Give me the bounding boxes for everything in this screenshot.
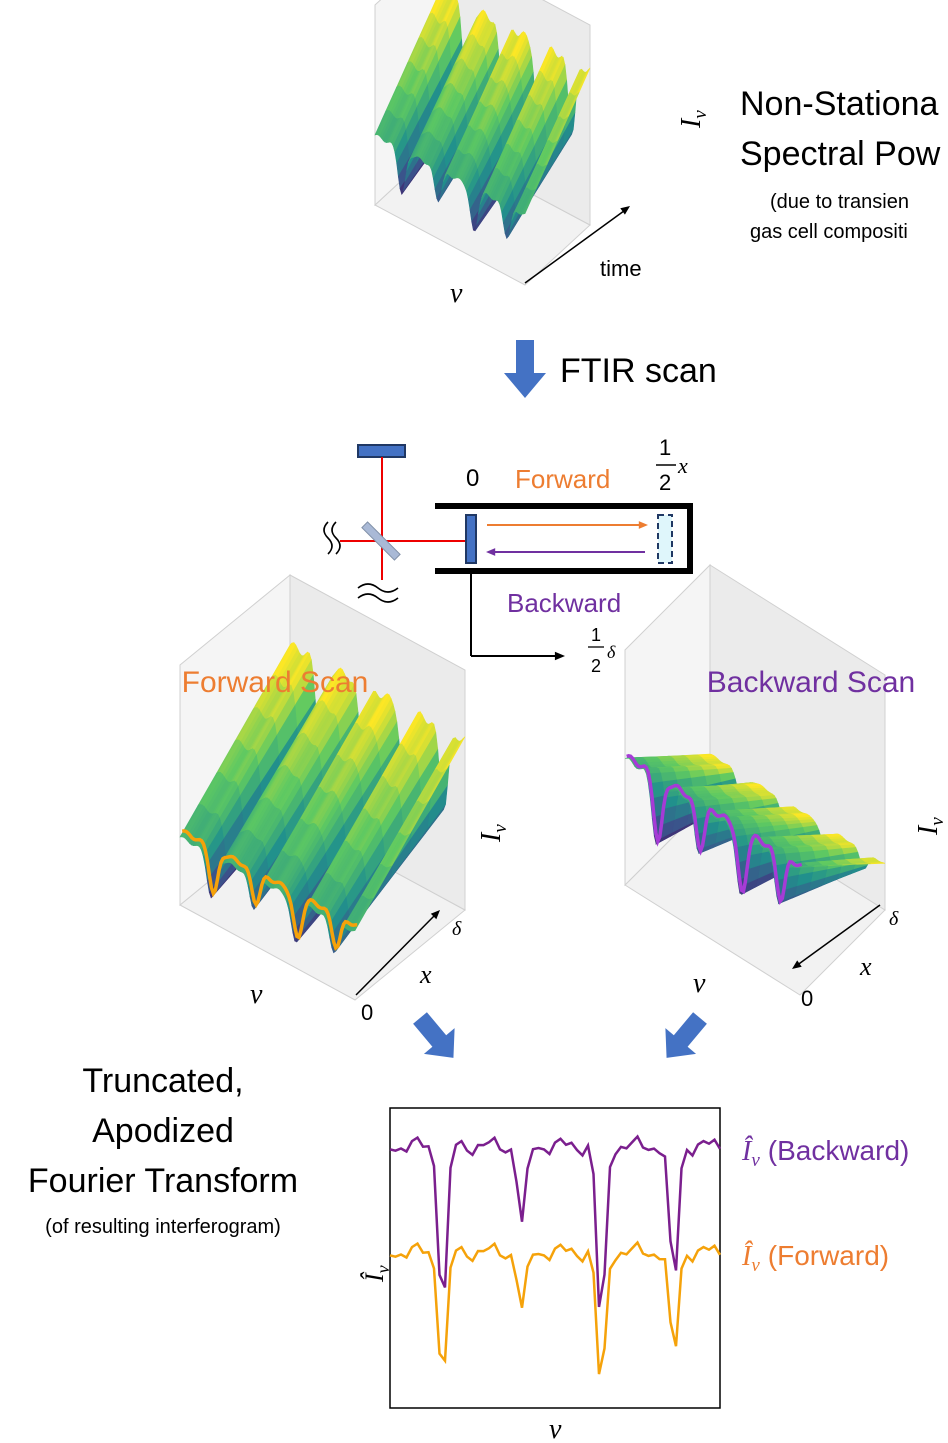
subscript: ν xyxy=(927,817,948,826)
legend-label: (Backward) xyxy=(768,1135,910,1166)
fraction-var: x xyxy=(677,453,688,478)
direction-label: Forward xyxy=(515,464,610,494)
title-line: Non-Stationa xyxy=(740,85,939,123)
axis-label: δ xyxy=(889,908,899,930)
subscript: ν xyxy=(690,110,711,119)
flow-arrow xyxy=(405,1005,469,1071)
flow-arrow xyxy=(504,340,546,398)
axis-label: Iν xyxy=(913,817,948,836)
arrow-head xyxy=(555,652,565,661)
fraction-den: 2 xyxy=(659,470,671,495)
note-line: (due to transien xyxy=(770,191,909,213)
axis-label: ν xyxy=(450,278,463,309)
axis-label: x xyxy=(419,960,432,989)
subscript: ν xyxy=(373,1265,393,1273)
mirror xyxy=(358,445,405,457)
legend-entry: Îν(Forward) xyxy=(741,1240,889,1276)
fraction-var: δ xyxy=(607,642,616,662)
axis-label: ν xyxy=(549,1414,562,1443)
fraction-den: 2 xyxy=(591,656,601,676)
axis-label: ν xyxy=(250,979,263,1010)
axis-label: Iν xyxy=(476,824,511,843)
fraction-num: 1 xyxy=(591,625,601,645)
note-line: gas cell compositi xyxy=(750,221,908,243)
subscript: ν xyxy=(490,824,511,833)
legend-entry: Îν(Backward) xyxy=(741,1135,909,1171)
axis-label: time xyxy=(600,256,642,281)
arrow-head xyxy=(639,521,648,529)
wave xyxy=(358,584,398,602)
title-line: Fourier Transform xyxy=(28,1162,298,1200)
title-line: Spectral Pow xyxy=(740,135,941,173)
mirror xyxy=(466,515,476,563)
axis-label: δ xyxy=(452,918,462,940)
mirror-end xyxy=(658,515,672,563)
panel-title: Forward Scan xyxy=(182,666,369,699)
axis-label: 0 xyxy=(361,1000,373,1025)
wave xyxy=(324,522,340,554)
legend-label: (Forward) xyxy=(768,1240,889,1271)
axis-label: x xyxy=(859,952,872,981)
subscript: ν xyxy=(751,1255,760,1276)
title-line: Apodized xyxy=(92,1112,234,1150)
direction-label: Backward xyxy=(507,588,621,618)
arrow-head xyxy=(486,548,495,556)
figure: Non-Stationa Spectral Pow (due to transi… xyxy=(0,0,948,1443)
note: (of resulting interferogram) xyxy=(45,1216,281,1238)
position-label: 0 xyxy=(466,465,479,492)
fraction-num: 1 xyxy=(659,435,671,460)
axis-label: Iν xyxy=(676,110,711,129)
page: Non-Stationa Spectral Pow (due to transi… xyxy=(0,0,948,1443)
subscript: ν xyxy=(751,1150,760,1171)
title-line: Truncated, xyxy=(82,1062,243,1100)
arrow-label: FTIR scan xyxy=(560,352,717,390)
flow-arrow xyxy=(651,1005,715,1071)
axis-label: Îν xyxy=(360,1265,393,1283)
panel-title: Backward Scan xyxy=(707,666,915,699)
axis-label: 0 xyxy=(801,986,813,1011)
axis-label: ν xyxy=(693,968,706,999)
